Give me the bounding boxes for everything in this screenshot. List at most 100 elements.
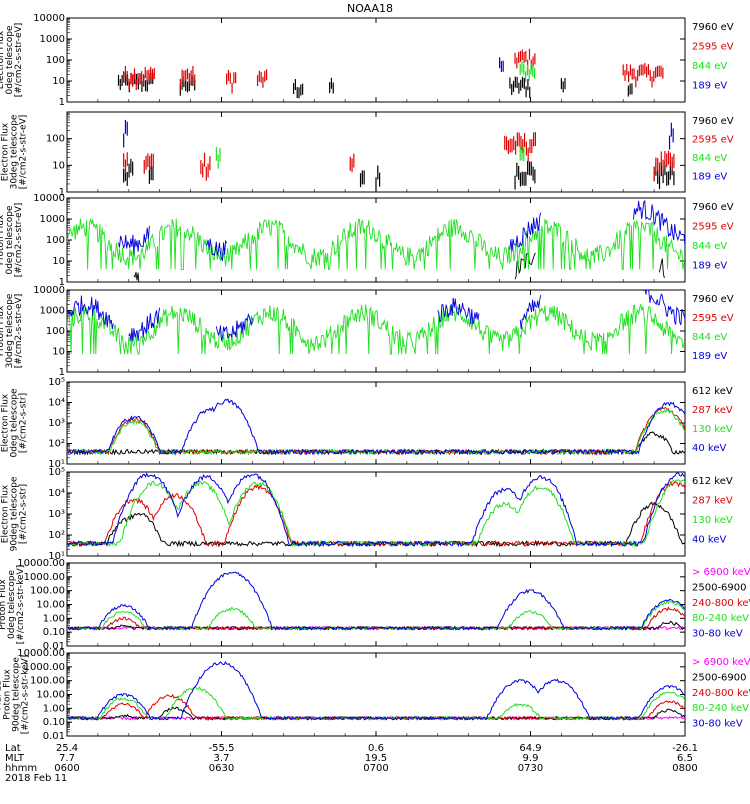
panel-data [67,199,685,282]
series-trace [67,479,685,548]
y-axis-label-line: [#/cm2-s-str] [19,484,29,544]
x-tick-label-lat: -26.1 [672,743,698,754]
y-tick-label: 1000.00 [24,662,65,673]
y-axis-label-line: 0deg telescope [7,570,17,640]
series-trace [658,258,665,279]
y-tick-label: 10² [48,439,65,450]
y-tick-label: 10¹ [48,459,65,470]
legend-entry: 7960 eV [692,22,734,33]
panel-data [117,48,664,99]
legend-entry: 130 keV [692,424,733,435]
legend-entry: 130 keV [692,515,733,526]
y-tick-label: 10000 [33,193,65,204]
series-trace [67,406,685,456]
panel-meped-0deg-proton: 0.010.101.0010.00100.001000.0010000.00Pr… [0,558,750,652]
y-axis-label: Proton Flux0deg telescope[#/cm2-s-str-ke… [0,565,26,644]
y-tick-label: 0.10 [43,627,65,638]
legend-entry: 30-80 keV [692,719,743,730]
y-axis-label-line: 30deg telescope [10,114,20,189]
y-tick-label: 10000.00 [17,648,65,659]
y-axis-label: MEPEDElectron Flux90deg telescope[#/cm2-… [0,476,29,551]
legend-entry: 80-240 keV [692,613,749,624]
y-tick-label: 1.00 [43,613,65,624]
y-axis-label-line: 90deg telescope [10,476,20,551]
y-tick-label: 1 [59,97,65,108]
panel-ted-30deg-proton: 1 10 100 1000 10000 Proton Flux30deg telescop… [0,285,734,378]
y-axis-label-line: [#/cm2-s-str-keV] [21,655,31,734]
y-axis-label-line: 0deg telescope [5,25,15,95]
y-axis-label-line: Proton Flux [3,669,13,720]
legend-entry: > 6900 keV [692,567,750,578]
y-axis-label: MEPEDElectron Flux0deg telescope[#/cm2-s… [0,388,29,458]
y-axis-label-line: 0deg telescope [10,388,20,458]
y-tick-label: 100.00 [30,586,65,597]
y-axis-label: Electron Flux0deg telescope[#/cm2-s-str-… [0,23,24,98]
y-tick-label: 10.00 [36,600,65,611]
legend-entry: 40 keV [692,443,726,454]
y-tick-label: 10 [52,160,65,171]
x-tick-label-hhmm: 0700 [363,763,388,774]
y-axis-label-line: Electron Flux [1,484,11,543]
series-trace [67,661,685,721]
series-trace [519,294,542,330]
series-trace [509,212,542,252]
legend-entry: 80-240 keV [692,703,749,714]
legend-entry: 30-80 keV [692,629,743,640]
series-trace [67,408,685,456]
legend-entry: 7960 eV [692,202,734,213]
legend-entry: 287 keV [692,496,733,507]
y-axis-label: Proton Flux0deg telescope[#/cm2-s-str-eV… [0,203,24,278]
series-trace [67,398,685,456]
series-trace [67,686,685,721]
panel-data [67,398,685,456]
y-axis-label-line: 90deg telescope [12,657,22,732]
panel-frame [66,562,686,647]
panel-meped-90deg-electron: 10¹ 10² 10³ 10⁴ 10⁵ MEPEDElectron Flux90deg t… [0,467,733,562]
y-tick-label: 100 [46,55,65,66]
x-tick-label-lat: -55.5 [209,743,235,754]
y-tick-label: 1 [59,277,65,288]
y-tick-label: 1.00 [43,703,65,714]
y-axis-label-line: Electron Flux [1,393,11,452]
series-trace [67,472,685,548]
y-tick-label: 10⁴ [48,398,65,409]
series-trace [67,304,685,355]
y-tick-label: 10000 [33,285,65,296]
y-axis-label-line: [#/cm2-s-str-eV] [19,115,29,190]
x-tick-label-mlt: 6.5 [677,753,693,764]
legend-entry: 189 eV [692,81,727,92]
y-tick-label: 1 [59,367,65,378]
y-axis-label: Proton Flux30deg telescope[#/cm2-s-str-e… [0,293,24,368]
y-tick-label: 10000.00 [17,558,65,569]
y-axis-label-line: MEPED [0,679,4,711]
x-tick-label-lat: 0.6 [368,743,384,754]
y-tick-label: 10¹ [48,551,65,562]
y-tick-label: 0.01 [43,731,65,742]
y-tick-label: 100.00 [30,676,65,687]
y-tick-label: 1000.00 [24,572,65,583]
y-tick-label: 100 [46,134,65,145]
y-tick-label: 1000 [40,214,65,225]
y-axis-label-line: Proton Flux [0,214,6,265]
legend-entry: 7960 eV [692,294,734,305]
y-axis-label-line: Electron Flux [0,30,6,89]
plot-title: NOAA18 [347,2,393,15]
x-tick-label-hhmm: 0730 [518,763,543,774]
y-tick-label: 10⁵ [48,377,65,388]
x-row-label: hhmm [5,763,37,774]
y-tick-label: 10³ [48,509,65,520]
y-tick-label: 10² [48,530,65,541]
x-row-label: MLT [5,753,25,764]
legend-entry: 7960 eV [692,116,734,127]
y-tick-label: 10 [52,76,65,87]
panel-ted-0deg-electron: 1 10 100 1000 10000 Electron Flux0deg telesco… [0,13,734,108]
panel-ted-30deg-electron: 1 10 100 TEDElectron Flux30deg telescope[#/… [0,111,734,198]
y-tick-label: 1000 [40,306,65,317]
series-trace [67,600,685,631]
y-axis-label-line: Proton Flux [0,579,8,630]
panel-data [67,661,685,721]
legend-entry: 2595 eV [692,42,734,53]
y-axis-label-line: MEPED [0,407,2,439]
y-tick-label: 100 [46,235,65,246]
